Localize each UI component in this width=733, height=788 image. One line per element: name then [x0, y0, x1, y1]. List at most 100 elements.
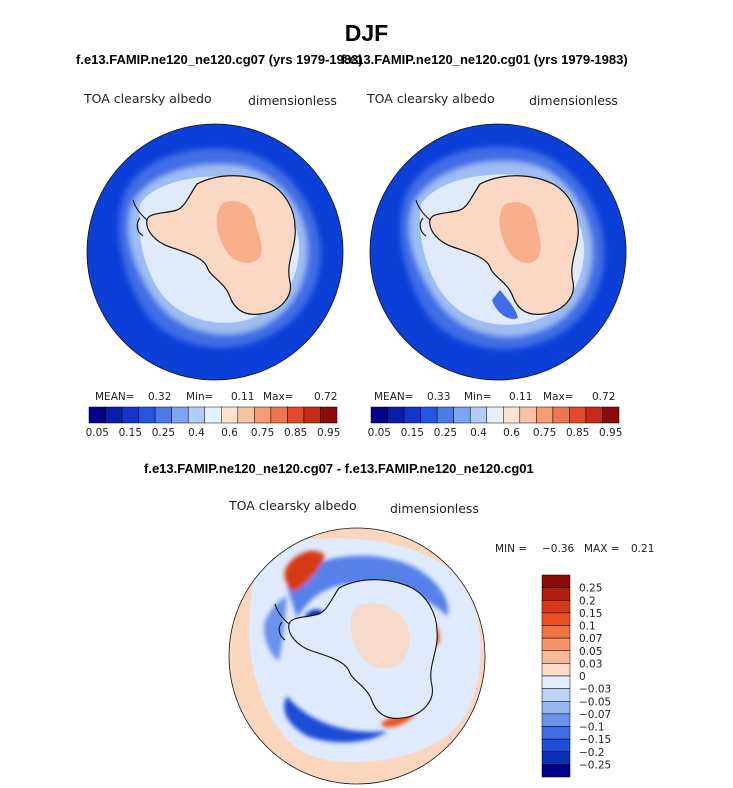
left-colorbar-swatch-1 — [105, 406, 123, 424]
diff-variable-label: TOA clearsky albedo — [229, 498, 357, 513]
left-antarctica — [146, 175, 296, 315]
diff-colorbar-swatch-8 — [541, 675, 571, 689]
right-colorbar-swatch-7 — [486, 406, 504, 424]
diff-colorbar-tick-label: −0.1 — [579, 722, 605, 734]
left-colorbar-swatch-7 — [204, 406, 222, 424]
diff-colorbar: 0.250.20.150.10.070.050.030−0.03−0.05−0.… — [541, 574, 611, 778]
right-colorbar-tick-label: 0.85 — [566, 427, 589, 439]
right-antarctica — [429, 175, 579, 315]
diff-negative-south — [284, 696, 387, 743]
right-polar-map — [369, 123, 627, 381]
left-colorbar-swatch-2 — [121, 406, 139, 424]
left-mean-label: MEAN= — [95, 391, 135, 403]
left-colorbar-swatch-12 — [287, 406, 305, 424]
right-colorbar-swatch-4 — [436, 406, 454, 424]
diff-colorbar-swatch-14 — [541, 751, 571, 765]
left-colorbar-swatch-10 — [254, 406, 272, 424]
diff-colorbar-swatch-12 — [541, 726, 571, 740]
diff-peninsula — [274, 603, 290, 641]
right-ross-blue — [492, 290, 518, 319]
right-colorbar-swatch-2 — [403, 406, 421, 424]
left-min-value: 0.11 — [231, 391, 255, 403]
right-colorbar-swatch-9 — [519, 406, 537, 424]
right-max-value: 0.72 — [592, 391, 616, 403]
right-colorbar-tick-label: 0.15 — [401, 427, 424, 439]
diff-colorbar-tick-label: −0.2 — [579, 747, 605, 759]
right-colorbar-swatch-13 — [585, 406, 603, 424]
left-colorbar-swatch-9 — [237, 406, 255, 424]
left-colorbar-swatch-11 — [270, 406, 288, 424]
diff-colorbar-tick-label: 0.05 — [579, 646, 602, 658]
right-colorbar-swatch-14 — [602, 406, 620, 424]
diff-colorbar-swatch-0 — [541, 574, 571, 588]
left-plateau — [216, 200, 262, 264]
right-colorbar-swatch-8 — [503, 406, 521, 424]
right-mean-label: MEAN= — [374, 391, 414, 403]
left-peninsula — [132, 199, 148, 237]
left-colorbar-swatch-4 — [154, 406, 172, 424]
right-colorbar-tick-label: 0.4 — [470, 427, 487, 439]
diff-negative-ring — [287, 555, 449, 618]
diff-colorbar-tick-label: 0.1 — [579, 621, 596, 633]
diff-colorbar-swatch-13 — [541, 738, 571, 753]
diff-colorbar-tick-label: −0.25 — [579, 759, 611, 771]
diff-colorbar-tick-label: −0.07 — [579, 709, 611, 721]
left-colorbar-tick-label: 0.05 — [86, 427, 109, 439]
diff-colorbar-tick-label: 0.2 — [579, 595, 596, 607]
left-colorbar-tick-label: 0.6 — [221, 427, 238, 439]
right-min-label: Min= — [464, 391, 492, 403]
left-max-value: 0.72 — [314, 391, 338, 403]
diff-colorbar-tick-label: 0.15 — [579, 608, 602, 620]
left-max-label: Max= — [263, 391, 294, 403]
diff-negative-west — [264, 596, 287, 661]
diff-colorbar-swatch-1 — [541, 587, 571, 601]
left-colorbar-swatch-13 — [303, 406, 321, 424]
difference-polar-map — [228, 527, 486, 785]
right-colorbar-swatch-3 — [420, 406, 438, 424]
diff-colorbar-tick-label: −0.15 — [579, 734, 611, 746]
left-units-label: dimensionless — [248, 93, 337, 108]
diff-colorbar-tick-label: 0.25 — [579, 583, 602, 595]
right-colorbar-swatch-10 — [536, 406, 554, 424]
diff-min-value: −0.36 — [542, 543, 575, 555]
left-min-label: Min= — [186, 391, 214, 403]
right-max-label: Max= — [543, 391, 574, 403]
diff-min-label: MIN = — [495, 543, 528, 555]
diff-colorbar-swatch-3 — [541, 612, 571, 626]
diff-max-value: 0.21 — [631, 543, 655, 555]
left-colorbar-tick-label: 0.85 — [284, 427, 307, 439]
right-case-title: f.e13.FAMIP.ne120_ne120.cg01 (yrs 1979-1… — [341, 52, 628, 67]
diff-colorbar-swatch-11 — [541, 713, 571, 727]
left-colorbar-swatch-6 — [187, 406, 205, 424]
right-peninsula — [415, 199, 431, 237]
left-colorbar-swatch-3 — [138, 406, 156, 424]
right-colorbar-swatch-0 — [370, 406, 388, 424]
right-colorbar-swatch-5 — [453, 406, 471, 424]
left-colorbar-swatch-0 — [88, 406, 106, 424]
right-colorbar-swatch-12 — [569, 406, 587, 424]
diff-colorbar-swatch-9 — [541, 688, 571, 702]
right-variable-label: TOA clearsky albedo — [367, 91, 495, 106]
right-colorbar-tick-label: 0.75 — [533, 427, 556, 439]
left-colorbar-tick-label: 0.25 — [152, 427, 175, 439]
diff-colorbar-swatch-4 — [541, 625, 571, 639]
diff-colorbar-swatch-5 — [541, 637, 571, 652]
left-case-title: f.e13.FAMIP.ne120_ne120.cg07 (yrs 1979-1… — [76, 52, 363, 67]
diff-inland-warm — [350, 603, 410, 669]
left-colorbar-swatch-5 — [171, 406, 189, 424]
right-colorbar-swatch-6 — [469, 406, 487, 424]
right-colorbar-tick-label: 0.25 — [434, 427, 457, 439]
diff-max-label: MAX = — [584, 543, 620, 555]
left-colorbar-tick-label: 0.4 — [188, 427, 205, 439]
left-mean-value: 0.32 — [148, 391, 172, 403]
right-min-value: 0.11 — [509, 391, 533, 403]
diff-colorbar-swatch-10 — [541, 701, 571, 715]
left-variable-label: TOA clearsky albedo — [84, 91, 212, 106]
right-plateau — [499, 201, 541, 264]
left-colorbar-tick-label: 0.75 — [251, 427, 274, 439]
left-colorbar-tick-label: 0.95 — [317, 427, 340, 439]
left-colorbar: 0.05 0.15 0.25 0.4 0.6 0.75 0.85 0.95 — [86, 406, 340, 439]
difference-title: f.e13.FAMIP.ne120_ne120.cg07 - f.e13.FAM… — [144, 461, 534, 476]
diff-colorbar-tick-label: −0.03 — [579, 684, 611, 696]
left-colorbar-swatch-14 — [320, 406, 338, 424]
